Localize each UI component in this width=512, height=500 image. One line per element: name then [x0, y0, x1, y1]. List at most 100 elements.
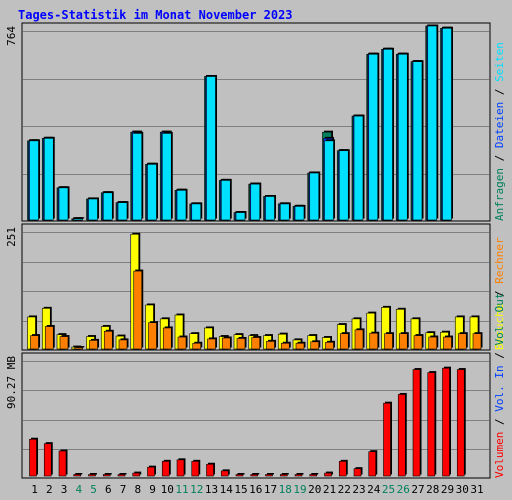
bar-volumen — [102, 474, 111, 477]
bar-volumen-shadow — [75, 473, 83, 475]
bar-rechner — [354, 329, 364, 350]
day-label: 22 — [338, 483, 351, 496]
bar-seiten — [102, 192, 113, 221]
bar-rechner — [192, 342, 202, 350]
bar-seiten — [338, 150, 349, 221]
legend-item: Seiten — [493, 42, 506, 82]
day-axis: 1 2 3 4 5 6 7 8 9 10 11 12 13 14 15 16 17 18 19 20 21 22 23 24 2… — [31, 483, 483, 496]
day-label: 13 — [205, 483, 218, 496]
day-label: 16 — [249, 483, 262, 496]
day-label: 20 — [308, 483, 321, 496]
day-label: 31 — [470, 483, 483, 496]
bar-rechner — [89, 340, 98, 350]
day-label: 27 — [411, 483, 424, 496]
bar-volumen-shadow — [90, 473, 97, 475]
legend-item: / — [493, 284, 506, 304]
chart-title: Tages-Statistik im Monat November 2023 — [18, 8, 293, 22]
bar-volumen-shadow — [281, 473, 289, 475]
bar-volumen — [412, 369, 421, 477]
bar-rechner — [118, 339, 128, 350]
day-label: 11 — [175, 483, 188, 496]
bar-rechner — [162, 327, 172, 350]
bar-seiten — [397, 53, 408, 221]
day-label: 29 — [441, 483, 454, 496]
bar-seiten — [250, 183, 261, 221]
bar-seiten — [383, 49, 393, 221]
day-label: 23 — [352, 483, 365, 496]
bar-rechner — [30, 335, 39, 350]
bar-rechner — [472, 333, 482, 350]
day-label: 21 — [323, 483, 336, 496]
y-max-label: 764 — [5, 26, 18, 46]
day-label: 24 — [367, 483, 381, 496]
day-label: 25 — [382, 483, 395, 496]
bar-volumen-shadow — [104, 473, 112, 475]
day-label: 17 — [264, 483, 277, 496]
bar-volumen — [353, 468, 362, 477]
day-label: 15 — [234, 483, 247, 496]
legend-item: Volumen — [493, 432, 506, 478]
legend-item: / — [493, 412, 506, 432]
bar-seiten — [324, 140, 334, 221]
day-label: 12 — [190, 483, 203, 496]
bar-seiten — [132, 133, 143, 221]
bar-rechner — [266, 341, 275, 350]
bar-volumen — [220, 470, 229, 477]
bar-rechner — [339, 333, 349, 350]
bar-rechner — [207, 338, 216, 350]
legend-top: Anfragen / Dateien / Seiten — [493, 42, 506, 221]
panel-frame — [21, 352, 491, 479]
bar-rechner — [457, 333, 467, 350]
bar-rechner — [236, 338, 246, 350]
bar-rechner — [413, 335, 423, 350]
bar-rechner — [103, 331, 113, 350]
legend-item: / — [493, 82, 506, 102]
bar-volumen — [265, 474, 273, 477]
panel-middle — [21, 223, 491, 351]
bar-volumen — [279, 474, 288, 477]
bar-seiten — [220, 180, 231, 221]
day-label: 18 — [279, 483, 292, 496]
bar-seiten — [73, 218, 84, 221]
panel-top — [21, 22, 491, 222]
bar-rechner — [325, 342, 334, 350]
day-label: 10 — [161, 483, 174, 496]
bar-seiten — [206, 76, 216, 221]
bar-volumen — [368, 451, 377, 477]
bar-volumen — [147, 466, 155, 477]
day-label: 14 — [220, 483, 234, 496]
bar-volumen — [383, 402, 391, 477]
bar-seiten — [294, 206, 305, 221]
day-label: 1 — [31, 483, 38, 496]
day-label: 7 — [120, 483, 127, 496]
bar-seiten — [235, 212, 246, 221]
day-label: 4 — [75, 483, 82, 496]
y-max-label: 251 — [5, 227, 18, 247]
bar-seiten — [279, 203, 290, 221]
bar-rechner — [133, 270, 143, 350]
day-label: 2 — [46, 483, 53, 496]
bar-volumen — [43, 443, 52, 477]
bar-volumen — [324, 472, 332, 477]
day-label: 5 — [90, 483, 97, 496]
legend-item: Rechner — [493, 237, 506, 284]
bar-rechner — [443, 336, 452, 350]
bar-rechner — [44, 326, 54, 350]
bar-seiten — [412, 61, 423, 221]
day-label: 28 — [426, 483, 439, 496]
legend-item: Vol. Out — [493, 293, 506, 346]
bar-volumen — [132, 472, 141, 477]
bar-volumen-shadow — [119, 473, 127, 475]
day-label: 3 — [61, 483, 68, 496]
bar-volumen-shadow — [296, 473, 304, 475]
bar-seiten — [147, 164, 157, 221]
bar-rechner — [384, 333, 393, 350]
bar-seiten — [309, 172, 320, 221]
bar-volumen — [250, 474, 259, 477]
bar-rechner — [74, 347, 84, 350]
bar-volumen — [294, 474, 303, 477]
day-label: 6 — [105, 483, 112, 496]
bar-rechner — [280, 342, 290, 350]
